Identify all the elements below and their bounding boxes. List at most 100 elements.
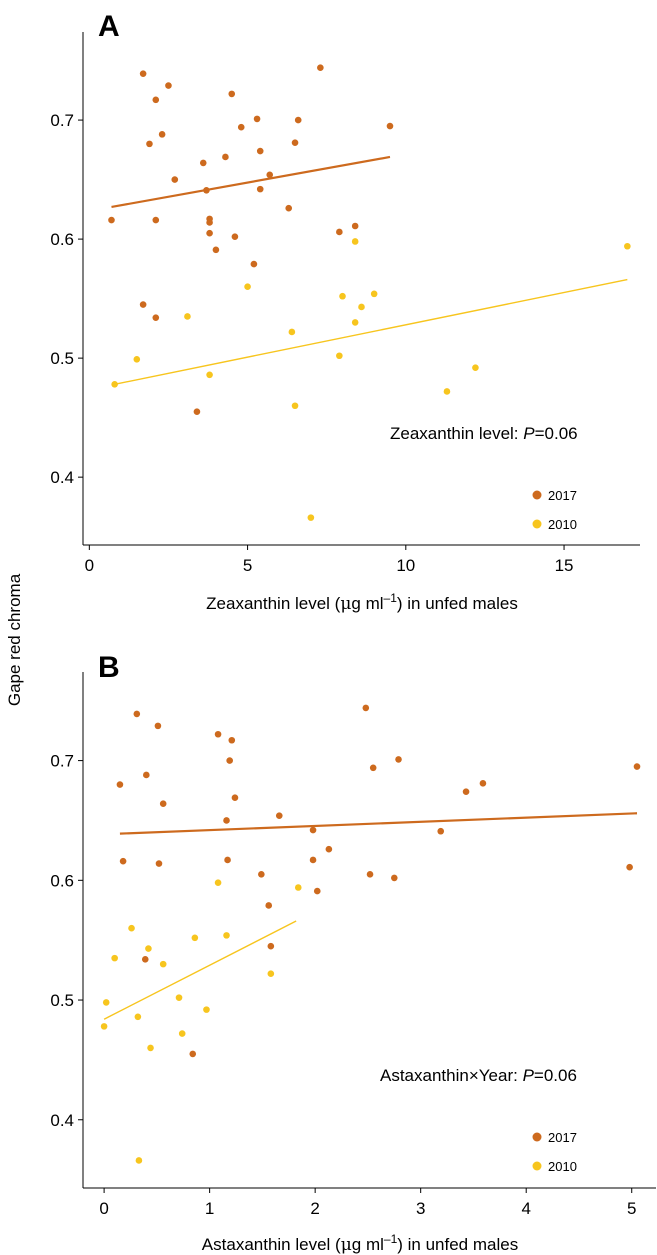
point-2017	[165, 82, 172, 89]
point-2010	[145, 945, 152, 952]
point-2017	[116, 781, 124, 788]
legend-label-2017: 2017	[548, 488, 577, 503]
point-2017	[275, 812, 283, 819]
point-2010	[147, 1044, 154, 1052]
x-tick-label: 4	[521, 1199, 530, 1218]
point-2010	[291, 402, 299, 410]
point-2017	[231, 794, 239, 802]
panel-b-annotation: Astaxanthin×Year: P=0.06	[380, 1066, 577, 1085]
point-2017	[152, 96, 160, 104]
y-tick-label: 0.5	[50, 349, 74, 368]
point-2017	[294, 116, 302, 124]
point-2010	[175, 994, 183, 1001]
point-2010	[339, 292, 346, 300]
point-2010	[100, 1023, 108, 1030]
y-axis-label: Gape red chroma	[5, 573, 24, 706]
point-2017	[366, 871, 374, 878]
point-2017	[313, 887, 321, 895]
point-2010	[351, 238, 359, 245]
point-2017	[214, 730, 222, 738]
point-2017	[386, 122, 394, 130]
x-tick-label: 3	[416, 1199, 425, 1218]
point-2010	[294, 884, 302, 891]
point-2017	[141, 956, 149, 963]
panel-a-annotation: Zeaxanthin level: P=0.06	[390, 424, 578, 443]
x-tick-label: 0	[99, 1199, 108, 1218]
fit-line-2017	[111, 155, 391, 209]
point-2017	[351, 222, 359, 230]
point-2017	[258, 871, 265, 878]
legend-marker-2010	[532, 519, 542, 529]
point-2017	[154, 722, 162, 730]
point-2017	[152, 314, 160, 321]
point-2010	[443, 388, 451, 395]
legend-marker-2017	[532, 490, 542, 500]
x-tick-label: 10	[396, 556, 415, 575]
point-2010	[370, 290, 378, 298]
point-2010	[472, 364, 479, 371]
point-2017	[159, 800, 167, 807]
point-2010	[159, 960, 167, 968]
panel-a-legend: 2017 2010	[532, 488, 577, 532]
point-2017	[206, 219, 213, 226]
fit-line-2010	[114, 278, 628, 386]
point-2010	[133, 356, 141, 363]
point-2010	[178, 1030, 186, 1037]
point-2017	[212, 246, 220, 254]
y-tick-label: 0.6	[50, 871, 74, 890]
point-2010	[307, 514, 315, 521]
point-2017	[228, 736, 236, 744]
fit-line-2010	[103, 920, 297, 1020]
point-2017	[633, 763, 641, 770]
point-2010	[203, 1006, 210, 1013]
panel-a: A 0.4 0.5 0.6 0.7 0 5 10 15 Zeaxanthin level: …	[50, 10, 640, 614]
legend-marker-2017	[532, 1132, 542, 1142]
point-2017	[223, 817, 230, 824]
point-2017	[143, 771, 150, 779]
point-2017	[285, 204, 293, 212]
point-2017	[267, 942, 275, 950]
point-2017	[222, 153, 229, 161]
point-2017	[152, 216, 160, 224]
point-2017	[291, 139, 299, 146]
point-2017	[256, 185, 264, 193]
point-2017	[237, 123, 245, 131]
point-2017	[158, 131, 166, 138]
point-2010	[128, 924, 135, 932]
point-2017	[231, 233, 239, 241]
point-2017	[626, 863, 633, 871]
point-2010	[223, 932, 230, 939]
point-2010	[351, 319, 359, 326]
point-2017	[266, 171, 274, 179]
panel-b-legend: 2017 2010	[532, 1130, 577, 1174]
point-2017	[139, 70, 147, 77]
point-2017	[395, 756, 402, 763]
point-2017	[108, 216, 115, 224]
point-2010	[111, 381, 118, 388]
point-2017	[256, 147, 264, 155]
legend-label-2010: 2010	[548, 1159, 577, 1174]
y-tick-label: 0.4	[50, 468, 74, 487]
point-2017	[224, 856, 231, 864]
point-2017	[390, 874, 398, 882]
x-tick-label: 5	[627, 1199, 636, 1218]
point-2017	[193, 408, 201, 415]
point-2010	[134, 1013, 142, 1021]
point-2017	[199, 159, 207, 167]
legend-label-2017: 2017	[548, 1130, 577, 1145]
y-tick-label: 0.6	[50, 230, 74, 249]
point-2010	[102, 999, 110, 1006]
point-2017	[206, 229, 213, 237]
point-2017	[317, 64, 324, 72]
point-2017	[250, 260, 258, 268]
point-2010	[206, 371, 213, 379]
point-2017	[133, 710, 141, 718]
point-2017	[309, 856, 317, 864]
point-2017	[369, 764, 377, 772]
legend-marker-2010	[532, 1161, 542, 1171]
panel-b-x-axis-label: Astaxanthin level (μg ml–1) in unfed mal…	[202, 1232, 518, 1255]
point-2010	[358, 303, 365, 311]
point-2017	[309, 826, 317, 834]
x-tick-label: 0	[85, 556, 94, 575]
panel-b: B 0.4 0.5 0.6 0.7 0 1 2 3 4 5 Astaxanthin×Year: …	[50, 651, 656, 1255]
